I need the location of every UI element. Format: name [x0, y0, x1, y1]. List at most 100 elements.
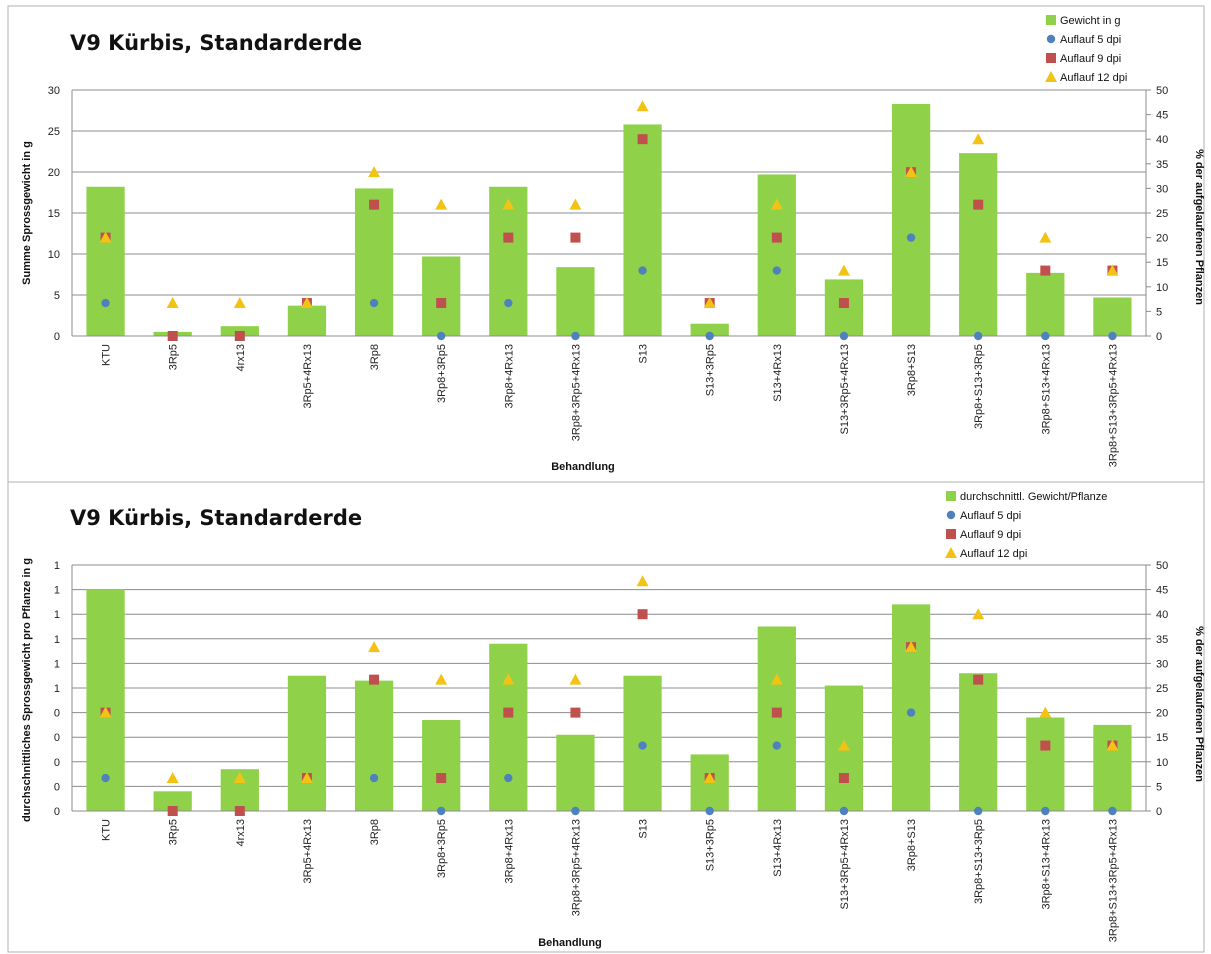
- marker-square: [167, 331, 178, 341]
- bar: [959, 153, 998, 336]
- x-tick-label: 3Rp8+S13+4Rx13: [1040, 819, 1052, 910]
- chart-title: V9 Kürbis, Standarderde: [70, 506, 362, 530]
- y-tick-label: 5: [54, 290, 60, 302]
- marker-triangle: [300, 297, 313, 309]
- marker-triangle: [1039, 706, 1052, 718]
- y2-tick-label: 45: [1156, 110, 1168, 122]
- marker-circle: [906, 233, 916, 242]
- legend-entry: Auflauf 9 dpi: [960, 529, 1021, 541]
- marker-triangle: [166, 297, 179, 309]
- marker-circle: [839, 331, 849, 341]
- marker-circle: [1108, 331, 1117, 341]
- marker-circle: [638, 741, 647, 750]
- legend-swatch: [1046, 53, 1056, 63]
- bar: [489, 643, 528, 811]
- marker-triangle: [770, 673, 783, 685]
- marker-circle: [369, 773, 379, 783]
- y-tick-label: 1: [54, 585, 60, 597]
- marker-triangle: [569, 673, 582, 685]
- marker-triangle: [636, 100, 649, 112]
- marker-square: [570, 232, 581, 243]
- x-tick-label: 4rx13: [235, 344, 247, 372]
- marker-circle: [1041, 331, 1050, 341]
- y2-tick-label: 50: [1156, 560, 1168, 572]
- bar: [623, 124, 662, 336]
- bar: [287, 675, 327, 811]
- marker-triangle: [368, 641, 381, 653]
- marker-triangle: [300, 772, 313, 784]
- y2-axis-label: % der aufgelaufenen Pflanzen: [1193, 626, 1205, 782]
- x-tick-label: S13+3Rp5+4Rx13: [839, 819, 851, 910]
- marker-square: [637, 134, 648, 145]
- x-tick-label: 4rx13: [235, 819, 247, 847]
- marker-circle: [436, 806, 446, 816]
- marker-triangle: [905, 166, 918, 178]
- legend-swatch: [945, 547, 957, 558]
- y2-tick-label: 0: [1156, 331, 1162, 343]
- x-tick-label: S13+3Rp5: [705, 344, 717, 396]
- marker-circle: [705, 806, 714, 816]
- marker-square: [503, 707, 514, 718]
- marker-circle: [973, 806, 983, 816]
- marker-triangle: [233, 297, 246, 309]
- x-tick-label: KTU: [101, 344, 113, 366]
- marker-circle: [504, 298, 513, 308]
- marker-square: [973, 674, 984, 685]
- y-tick-label: 0: [54, 781, 60, 793]
- y-tick-label: 1: [54, 560, 60, 572]
- legend-entry: Auflauf 9 dpi: [1060, 53, 1121, 65]
- marker-triangle: [837, 264, 850, 276]
- x-tick-label: KTU: [101, 819, 113, 841]
- y2-tick-label: 25: [1156, 208, 1168, 220]
- marker-circle: [973, 331, 983, 341]
- x-tick-label: 3Rp8+4Rx13: [503, 819, 515, 884]
- x-axis-label: Behandlung: [551, 461, 615, 473]
- x-tick-label: S13: [638, 344, 650, 364]
- x-tick-label: S13+3Rp5+4Rx13: [839, 344, 851, 435]
- marker-circle: [101, 773, 110, 783]
- x-tick-label: 3Rp8+S13+3Rp5: [973, 819, 985, 904]
- chart-avg-weight: V9 Kürbis, Standarderde Behandlung durch…: [7, 481, 1205, 953]
- marker-triangle: [837, 739, 850, 751]
- y-tick-label: 0: [54, 331, 60, 343]
- x-tick-label: 3Rp8+S13+3Rp5: [973, 344, 985, 429]
- marker-square: [503, 232, 514, 243]
- y-tick-label: 15: [48, 208, 60, 220]
- marker-circle: [839, 806, 849, 816]
- bar: [690, 323, 729, 336]
- marker-triangle: [99, 706, 112, 718]
- y-tick-label: 10: [48, 249, 60, 261]
- marker-triangle: [1106, 739, 1119, 751]
- x-tick-label: S13+4Rx13: [772, 344, 784, 402]
- x-tick-label: 3Rp8+3Rp5+4Rx13: [570, 344, 582, 441]
- x-tick-label: 3Rp8+3Rp5+4Rx13: [570, 819, 582, 916]
- bar: [556, 734, 595, 811]
- x-tick-label: 3Rp8: [369, 344, 381, 370]
- bar: [891, 103, 931, 336]
- y-tick-label: 25: [48, 126, 60, 138]
- y2-tick-label: 5: [1156, 781, 1162, 793]
- x-tick-label: 3Rp5: [168, 819, 180, 845]
- x-tick-label: 3Rp8+S13+3Rp5+4Rx13: [1107, 819, 1119, 942]
- marker-triangle: [502, 198, 515, 210]
- y2-tick-label: 10: [1156, 757, 1168, 769]
- y-tick-label: 1: [54, 609, 60, 621]
- legend-swatch: [946, 510, 956, 520]
- y2-tick-label: 45: [1156, 585, 1168, 597]
- marker-triangle: [99, 231, 112, 243]
- marker-square: [838, 298, 849, 309]
- x-tick-label: 3Rp8+S13+4Rx13: [1040, 344, 1052, 435]
- x-tick-label: S13: [638, 819, 650, 839]
- bar: [1026, 717, 1065, 811]
- legend-swatch: [946, 491, 956, 501]
- marker-circle: [436, 331, 446, 341]
- marker-triangle: [435, 198, 448, 210]
- y-tick-label: 1: [54, 683, 60, 695]
- marker-square: [436, 298, 447, 309]
- marker-square: [771, 232, 782, 243]
- y-axis-label: durchschnittliches Sprossgewicht pro Pfl…: [21, 558, 33, 822]
- marker-square: [1040, 265, 1051, 276]
- marker-circle: [638, 266, 647, 275]
- bar: [1093, 724, 1132, 811]
